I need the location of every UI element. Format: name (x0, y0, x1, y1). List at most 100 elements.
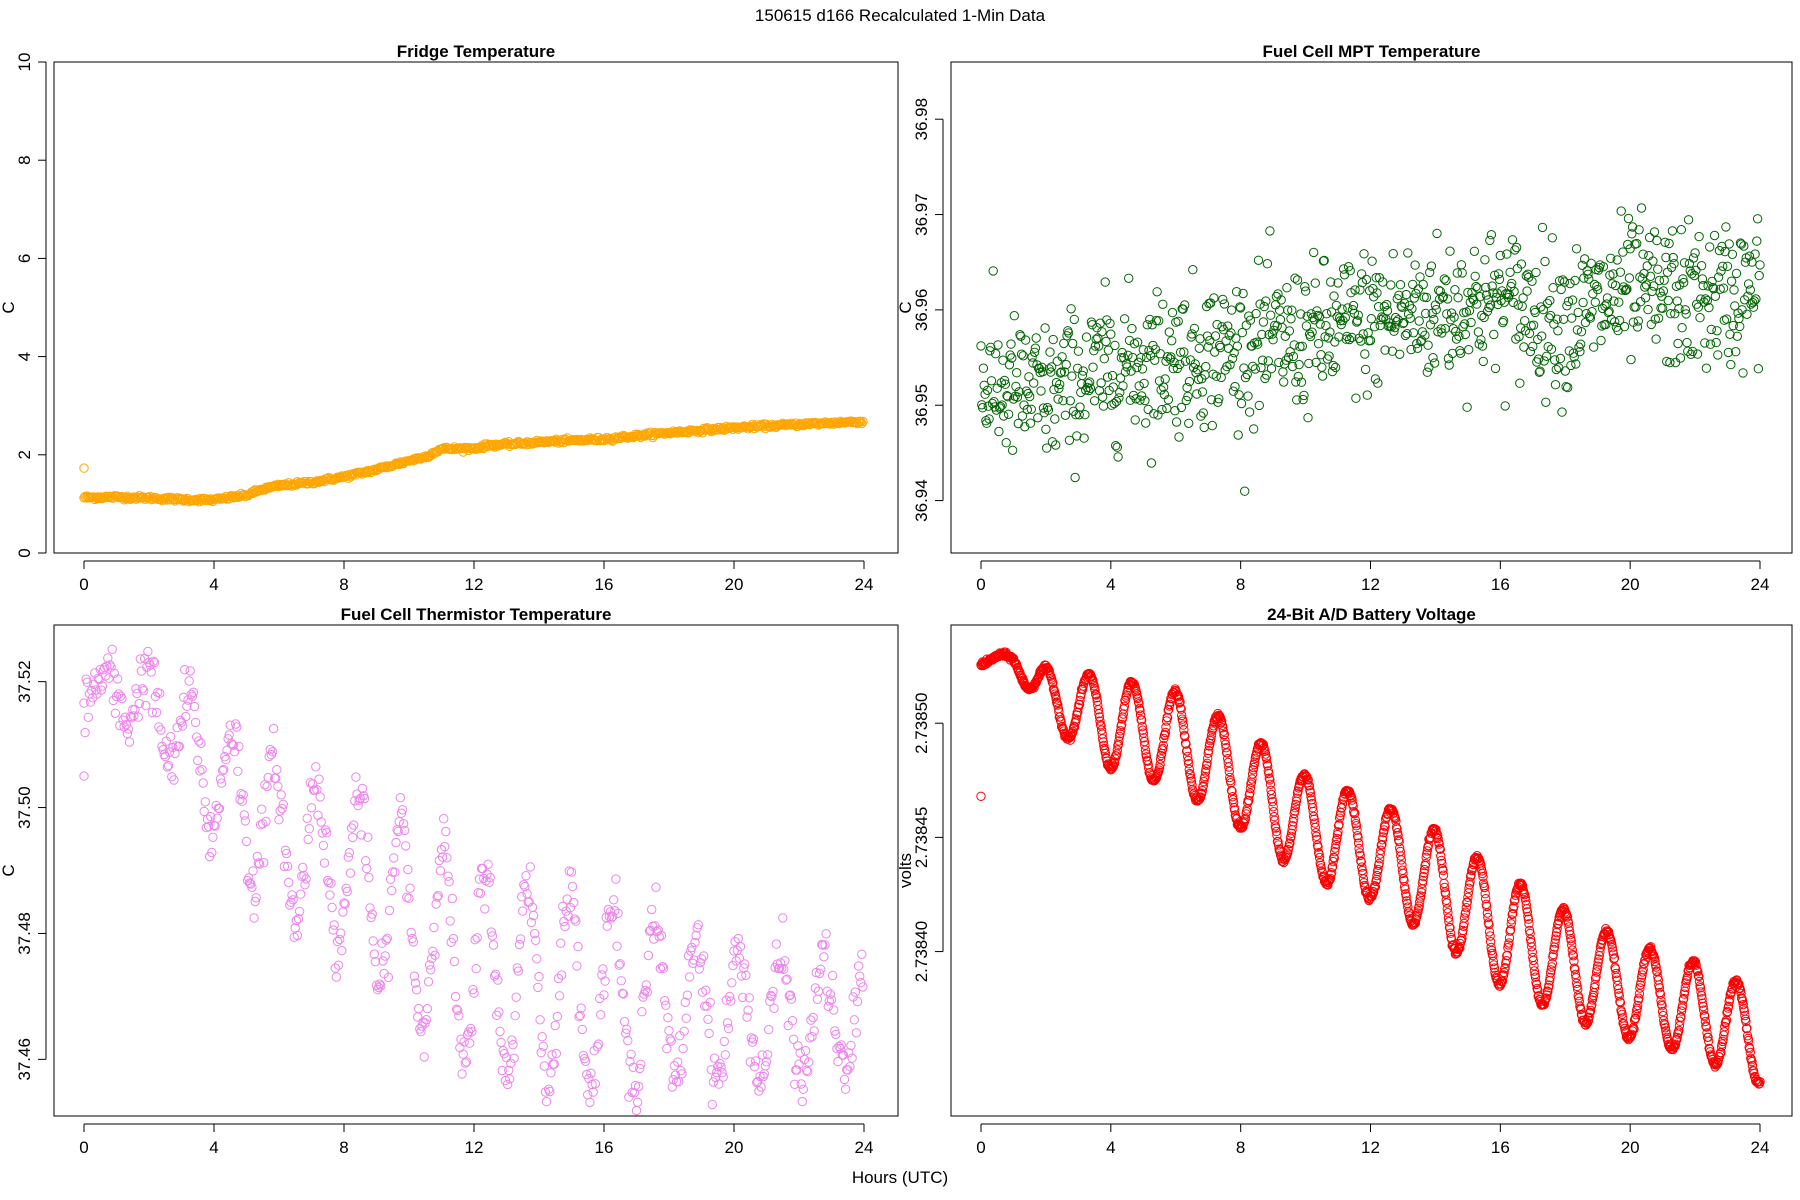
data-point (1137, 721, 1147, 732)
data-point (1178, 720, 1189, 730)
data-point (331, 972, 342, 982)
data-point (277, 804, 287, 814)
data-point (780, 956, 790, 966)
data-point (1520, 316, 1530, 326)
data-point (1709, 230, 1720, 241)
data-point (1037, 362, 1047, 372)
data-point (1672, 296, 1682, 306)
data-point (177, 721, 188, 731)
data-point (1267, 797, 1278, 807)
data-point (807, 1032, 817, 1042)
data-point (393, 826, 403, 837)
data-point (532, 954, 542, 964)
data-point (728, 960, 738, 971)
data-point (1745, 1047, 1756, 1058)
data-point (1545, 310, 1556, 321)
data-point (422, 1004, 433, 1014)
data-point (1738, 368, 1748, 378)
data-point (1531, 979, 1542, 990)
y-tick-label: 4 (15, 352, 34, 361)
data-point (1555, 353, 1566, 364)
x-axis: 0 4 8 12 16 20 24 (79, 1123, 874, 1157)
data-point (301, 874, 311, 884)
data-point (1546, 344, 1557, 354)
data-point (1455, 943, 1465, 953)
data-point (764, 1024, 774, 1035)
data-point (610, 906, 620, 916)
data-point (1700, 338, 1710, 348)
data-point (1075, 695, 1085, 706)
x-tick-label: 24 (855, 1138, 874, 1157)
data-point (299, 870, 309, 881)
data-point (1487, 945, 1497, 956)
data-point (1098, 734, 1108, 744)
data-point (225, 720, 235, 730)
data-point (1048, 678, 1058, 688)
data-point (1595, 947, 1605, 957)
data-point (552, 1011, 563, 1022)
data-point (259, 858, 269, 868)
data-point (847, 1053, 857, 1063)
data-point (249, 913, 259, 923)
data-point (1689, 270, 1700, 281)
data-point (1369, 322, 1380, 332)
data-point (1304, 358, 1314, 369)
data-point (1326, 277, 1336, 287)
data-point (1453, 944, 1463, 955)
data-point (1478, 356, 1489, 367)
data-point (1657, 291, 1667, 301)
data-point (1753, 364, 1764, 374)
data-point (460, 1058, 470, 1068)
data-point (1725, 329, 1735, 339)
data-point (1227, 792, 1238, 802)
data-point (1659, 1015, 1669, 1026)
data-point (1220, 735, 1230, 746)
data-point (1675, 1016, 1685, 1026)
data-point (605, 907, 616, 917)
data-point (1723, 1001, 1734, 1011)
data-point (1333, 278, 1343, 288)
data-point (1137, 715, 1147, 725)
data-point (1485, 300, 1496, 310)
data-point (839, 1074, 850, 1085)
data-point (1511, 334, 1521, 344)
data-point (1100, 277, 1110, 287)
data-point (1291, 377, 1301, 387)
data-point (1414, 316, 1424, 326)
data-point (1726, 987, 1737, 998)
data-point (765, 996, 775, 1006)
data-point (651, 882, 661, 892)
data-point (1571, 978, 1582, 988)
data-point (1403, 248, 1413, 258)
data-point (1633, 316, 1644, 326)
data-point (1557, 407, 1567, 417)
data-point (1145, 314, 1155, 325)
y-tick-label: 37.52 (15, 660, 34, 703)
data-point (634, 430, 644, 440)
data-point (585, 1097, 595, 1108)
data-point (535, 1015, 545, 1025)
data-point (1589, 342, 1599, 352)
data-point (110, 708, 121, 718)
data-point (447, 893, 457, 904)
data-point (1118, 709, 1129, 719)
data-point (1358, 868, 1368, 879)
data-point (1613, 984, 1624, 994)
data-point (985, 346, 995, 356)
data-point (1038, 403, 1049, 413)
y-axis-label: C (0, 301, 18, 313)
data-point (1294, 359, 1304, 370)
data-point (1446, 315, 1456, 325)
data-point (1511, 242, 1522, 253)
data-point (1615, 267, 1626, 277)
data-point (1460, 329, 1471, 340)
data-point (353, 800, 363, 811)
data-point (1021, 386, 1032, 396)
data-point (677, 1069, 687, 1079)
data-point (1135, 705, 1145, 716)
data-point (402, 892, 412, 902)
data-point (1680, 982, 1691, 993)
data-point (409, 971, 420, 981)
data-point (1247, 774, 1257, 784)
